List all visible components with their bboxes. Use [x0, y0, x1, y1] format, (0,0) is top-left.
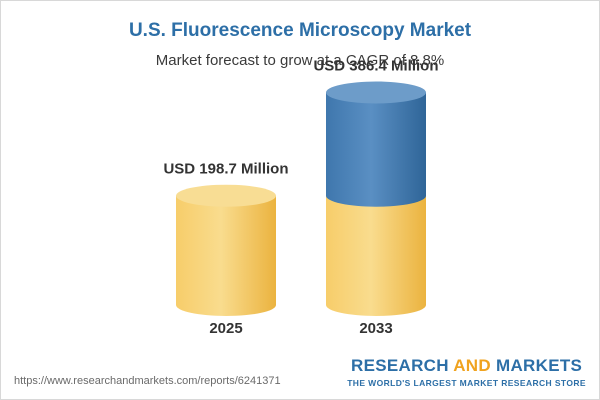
report-url[interactable]: https://www.researchandmarkets.com/repor…	[14, 375, 281, 387]
chart-subtitle: Market forecast to grow at a CAGR of 8.8…	[155, 52, 445, 69]
bar-base-body	[176, 195, 276, 316]
chart-title: U.S. Fluorescence Microscopy Market	[128, 20, 472, 41]
bar-base-body	[326, 195, 426, 316]
brand-word-markets: MARKETS	[496, 356, 583, 375]
bar-growth-top	[326, 81, 426, 104]
brand-word-and: AND	[453, 356, 491, 375]
brand-name: RESEARCH AND MARKETS	[347, 357, 586, 375]
bar-growth-body	[326, 92, 426, 207]
brand-logo[interactable]: RESEARCH AND MARKETS THE WORLD'S LARGEST…	[347, 357, 586, 389]
bar-base-top	[176, 184, 276, 207]
x-tick-label: 2025	[209, 320, 242, 337]
x-tick-label: 2033	[359, 320, 392, 337]
brand-tagline: THE WORLD'S LARGEST MARKET RESEARCH STOR…	[347, 378, 586, 388]
data-label: USD 386.4 Million	[313, 57, 438, 74]
brand-word-research: RESEARCH	[351, 356, 449, 375]
data-label: USD 198.7 Million	[163, 161, 288, 178]
